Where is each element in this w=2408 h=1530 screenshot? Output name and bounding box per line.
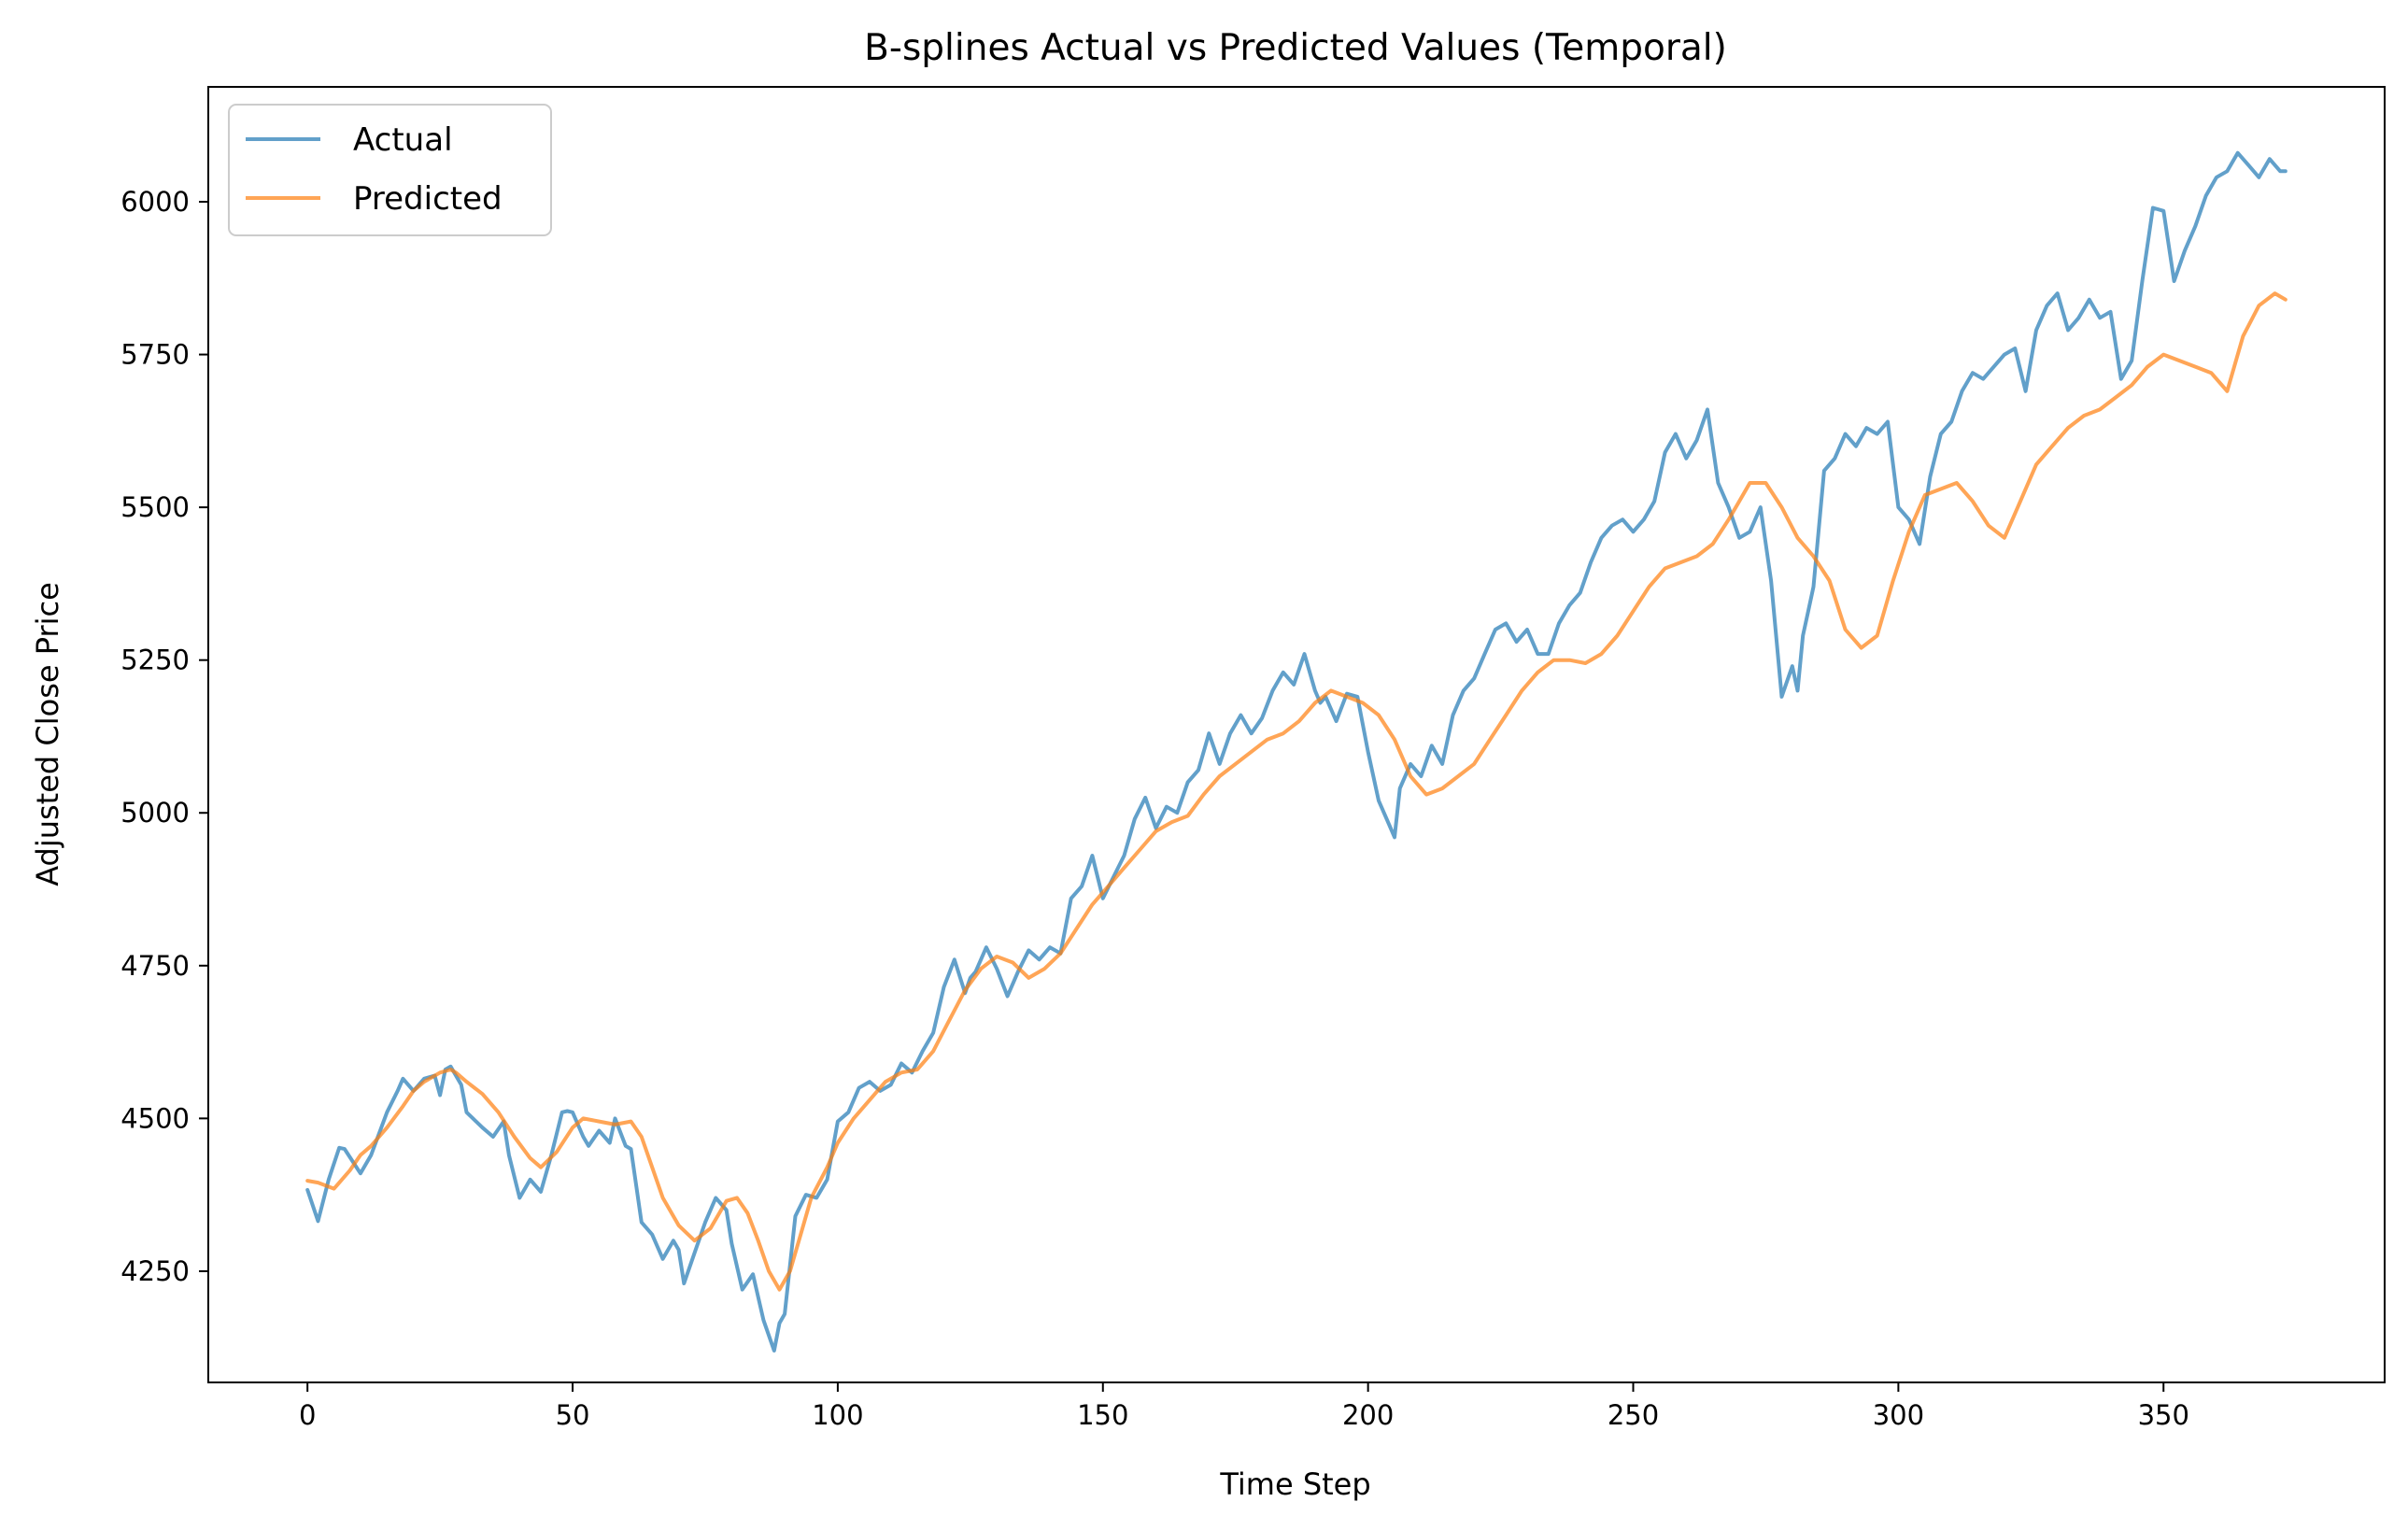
series-layer [305,150,2288,1353]
y-axis-label: Adjusted Close Price [30,582,65,886]
y-tick-label: 5250 [120,645,190,676]
y-tick-label: 5500 [120,491,190,523]
x-tick-label: 100 [812,1399,863,1431]
y-tick-label: 5000 [120,797,190,829]
x-axis: 0 50 100 150 200 250 300 350 [299,1382,2189,1431]
x-tick-label: 300 [1873,1399,1924,1431]
x-tick-label: 250 [1608,1399,1659,1431]
y-tick-label: 4750 [120,950,190,982]
x-tick-label: 200 [1342,1399,1394,1431]
legend-predicted-label: Predicted [353,180,503,218]
x-tick-label: 0 [299,1399,316,1431]
chart-title: B-splines Actual vs Predicted Values (Te… [864,27,1727,69]
x-tick-label: 50 [556,1399,590,1431]
y-tick-label: 5750 [120,339,190,371]
x-tick-label: 350 [2138,1399,2189,1431]
y-tick-label: 4500 [120,1102,190,1134]
y-axis: 4250 4500 4750 5000 5250 5500 5750 6000 [120,186,208,1287]
x-axis-label: Time Step [1219,1466,1370,1502]
legend: Actual Predicted [228,104,552,236]
series-line-predicted [305,291,2288,1292]
y-tick-label: 4250 [120,1255,190,1287]
legend-actual-label: Actual [353,121,453,159]
x-tick-label: 150 [1077,1399,1128,1431]
y-tick-label: 6000 [120,186,190,218]
plot-frame [207,86,2386,1383]
